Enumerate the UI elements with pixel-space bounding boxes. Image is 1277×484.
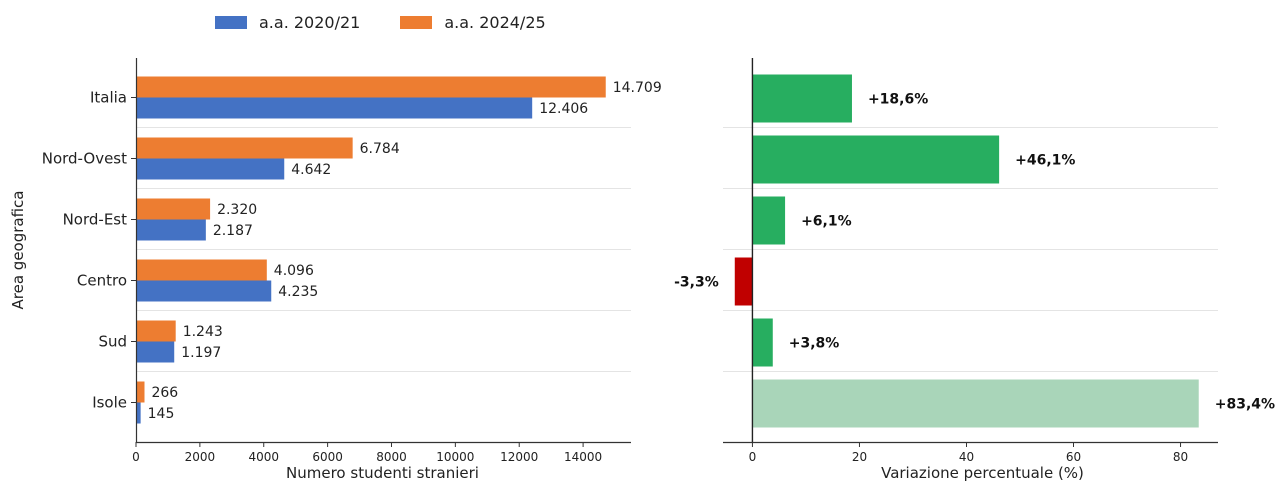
bar-2020-nord-est	[136, 219, 206, 241]
bar-2020-nord-ovest	[136, 158, 285, 180]
pct-label-isole: +83,4%	[1215, 397, 1275, 413]
y-tick-label-nord-ovest: Nord-Ovest	[42, 150, 127, 168]
data-label-2024-isole: 266	[151, 385, 178, 401]
pct-bar-sud	[752, 318, 773, 367]
data-label-2020-nord-ovest: 4.642	[291, 162, 331, 178]
y-tick-label-nord-est: Nord-Est	[63, 211, 128, 229]
legend-swatch-2020	[215, 15, 247, 29]
y-tick-label-italia: Italia	[90, 89, 127, 107]
pct-label-nord-ovest: +46,1%	[1015, 153, 1075, 169]
bar-2024-isole	[136, 381, 145, 403]
pct-label-centro: -3,3%	[674, 275, 719, 291]
x-tick-label-10000: 10000	[436, 450, 474, 464]
pct-x-tick-label-40: 40	[959, 450, 974, 464]
legend-label-2024: a.a. 2024/25	[444, 12, 546, 32]
data-label-2020-italia: 12.406	[539, 101, 588, 117]
x-tick-label-0: 0	[132, 450, 140, 464]
y-tick-label-sud: Sud	[98, 333, 127, 351]
x-tick-label-2000: 2000	[185, 450, 216, 464]
x-tick-label-8000: 8000	[376, 450, 407, 464]
bar-2024-sud	[136, 320, 176, 342]
y-tick-label-centro: Centro	[77, 272, 127, 290]
bar-2024-nord-ovest	[136, 137, 353, 159]
pct-label-nord-est: +6,1%	[801, 214, 852, 230]
x-tick-label-12000: 12000	[500, 450, 538, 464]
pct-label-sud: +3,8%	[789, 336, 840, 352]
bar-2020-isole	[136, 402, 141, 424]
data-label-2020-centro: 4.235	[278, 284, 318, 300]
data-label-2020-nord-est: 2.187	[213, 223, 253, 239]
left-x-axis-title: Numero studenti stranieri	[286, 464, 479, 482]
legend-swatch-2024	[400, 15, 433, 29]
chart-legend: a.a. 2020/21 a.a. 2024/25	[215, 10, 546, 34]
bar-2020-italia	[136, 97, 533, 119]
data-label-2024-italia: 14.709	[613, 80, 662, 96]
data-label-2024-centro: 4.096	[274, 263, 314, 279]
pct-x-tick-label-20: 20	[852, 450, 867, 464]
pct-bar-isole	[752, 379, 1199, 428]
bar-2020-centro	[136, 280, 272, 302]
x-tick-label-6000: 6000	[312, 450, 343, 464]
bar-2024-italia	[136, 76, 606, 98]
data-label-2024-nord-est: 2.320	[217, 202, 257, 218]
legend-item-2024: a.a. 2024/25	[400, 12, 546, 32]
pct-x-tick-label-0: 0	[749, 450, 757, 464]
x-tick-label-4000: 4000	[248, 450, 279, 464]
x-tick-label-14000: 14000	[564, 450, 602, 464]
bar-2024-nord-est	[136, 198, 211, 220]
data-label-2020-isole: 145	[148, 406, 175, 422]
pct-bar-italia	[752, 74, 852, 123]
pct-x-tick-label-80: 80	[1173, 450, 1188, 464]
left-y-axis-title: Area geografica	[9, 191, 27, 310]
bar-2024-centro	[136, 259, 267, 281]
bar-2020-sud	[136, 341, 175, 363]
data-label-2024-nord-ovest: 6.784	[360, 141, 400, 157]
pct-bar-nord-ovest	[752, 135, 1000, 184]
pct-x-tick-label-60: 60	[1066, 450, 1081, 464]
legend-item-2020: a.a. 2020/21	[215, 13, 360, 32]
pct-label-italia: +18,6%	[868, 92, 928, 108]
y-tick-label-isole: Isole	[92, 394, 127, 412]
data-label-2020-sud: 1.197	[181, 345, 221, 361]
legend-label-2020: a.a. 2020/21	[259, 12, 361, 32]
right-x-axis-title: Variazione percentuale (%)	[881, 464, 1084, 482]
pct-bar-nord-est	[752, 196, 786, 245]
pct-bar-centro	[734, 257, 753, 306]
data-label-2024-sud: 1.243	[183, 324, 223, 340]
